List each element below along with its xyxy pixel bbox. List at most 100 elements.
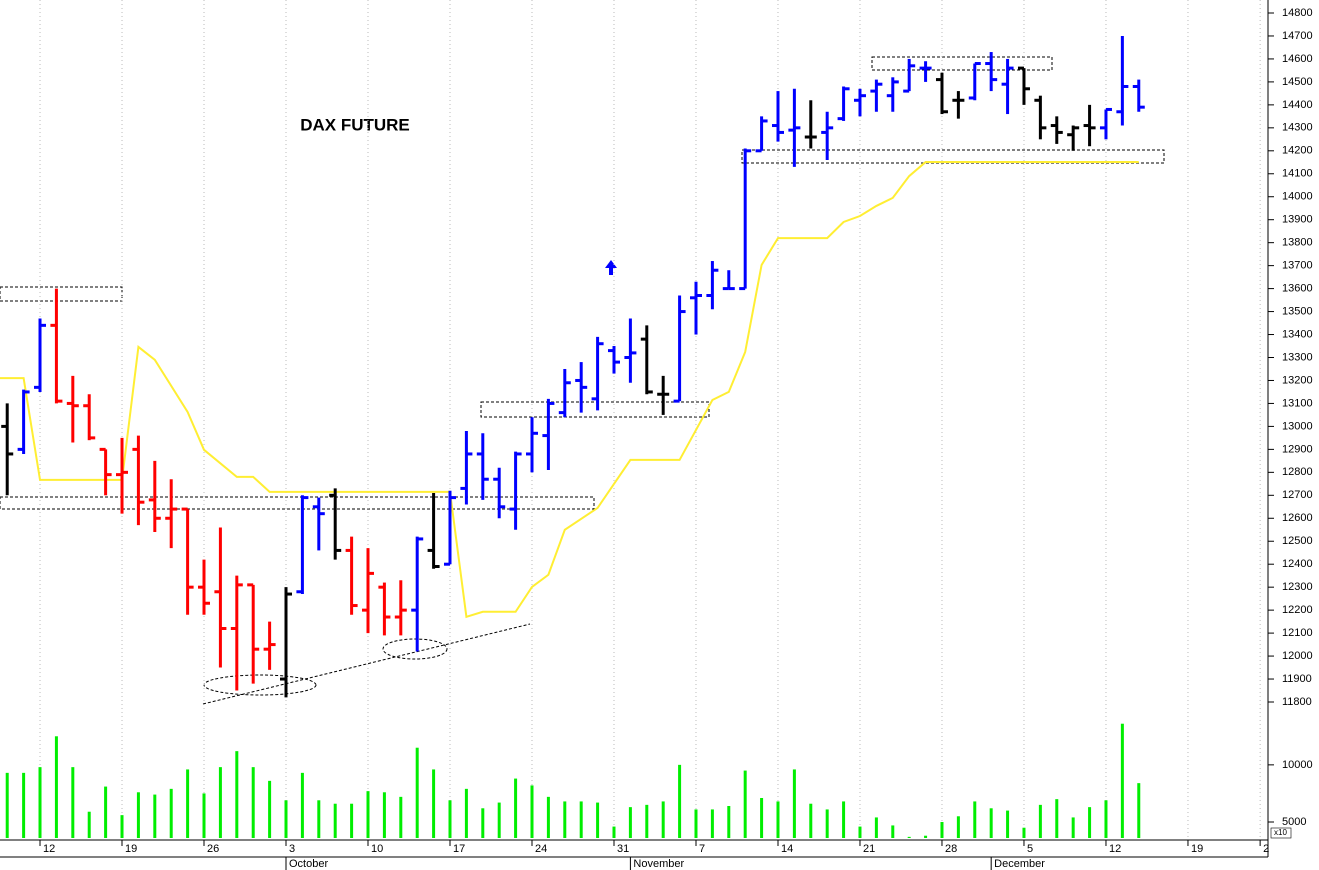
y-tick-label: 14500 [1282, 76, 1313, 88]
volume-bar [661, 801, 665, 838]
y-tick-label: 12400 [1282, 558, 1313, 570]
volume-bar [202, 793, 206, 838]
y-tick-label: 12200 [1282, 604, 1313, 616]
volume-bar [300, 772, 304, 838]
volume-bar [1120, 723, 1124, 838]
volume-bar [5, 772, 9, 838]
volume-bar [924, 835, 928, 838]
trend-line [202, 623, 531, 705]
support-zone [480, 401, 710, 418]
volume-bar [628, 807, 632, 838]
volume-bar [1038, 804, 1042, 838]
volume-bar [694, 809, 698, 838]
volume-bar [956, 816, 960, 838]
support-zone [741, 149, 1165, 164]
month-label: December [994, 858, 1045, 870]
volume-bar [563, 801, 567, 838]
volume-bar [284, 800, 288, 838]
support-zone [0, 496, 595, 510]
volume-bar [22, 772, 26, 838]
volume-bar [399, 796, 403, 838]
volume-bar [727, 806, 731, 838]
signal-arrow [605, 260, 617, 275]
x-tick-label: 28 [945, 843, 957, 855]
volume-bar [1055, 799, 1059, 838]
y-tick-label: 11800 [1282, 696, 1312, 708]
low-marker [382, 638, 448, 660]
volume-bar [678, 764, 682, 838]
x-tick-label: 2 [1263, 843, 1269, 855]
y-tick-label: 13400 [1282, 328, 1313, 340]
y-tick-label: 13200 [1282, 374, 1313, 386]
annotations [0, 56, 1165, 705]
month-label: November [633, 858, 684, 870]
volume-bar [186, 769, 190, 838]
volume-bar [1137, 783, 1141, 838]
volume-bar [546, 796, 550, 838]
volume-bar [858, 826, 862, 838]
y-tick-label: 12800 [1282, 466, 1313, 478]
volume-bar [366, 791, 370, 838]
volume-bar [1104, 800, 1108, 838]
volume-tick-label: 5000 [1282, 816, 1306, 828]
y-tick-label: 12500 [1282, 535, 1313, 547]
y-tick-label: 13700 [1282, 260, 1313, 272]
x-tick-label: 3 [289, 843, 295, 855]
low-marker [203, 674, 317, 696]
volume-bar [743, 770, 747, 838]
volume-bar [579, 801, 583, 838]
y-tick-label: 12900 [1282, 443, 1313, 455]
y-tick-label: 11900 [1282, 673, 1312, 685]
y-tick-label: 14200 [1282, 145, 1313, 157]
volume-bar [38, 767, 42, 838]
volume-bar [612, 826, 616, 838]
y-tick-label: 14700 [1282, 30, 1313, 42]
y-tick-label: 13900 [1282, 214, 1313, 226]
volume-bar [1071, 817, 1075, 838]
volume-bar [268, 780, 272, 838]
x-tick-label: 17 [453, 843, 465, 855]
volume-bar [497, 802, 501, 838]
volume-bar [54, 736, 58, 838]
volume-bar [251, 767, 255, 838]
y-tick-label: 14800 [1282, 7, 1313, 19]
y-tick-label: 14000 [1282, 191, 1313, 203]
volume-bar [481, 808, 485, 838]
volume-bar [333, 803, 337, 838]
y-tick-label: 12600 [1282, 512, 1313, 524]
x-tick-label: 21 [863, 843, 875, 855]
x-tick-label: 14 [781, 843, 793, 855]
chart-title: DAX FUTURE [300, 115, 410, 134]
volume-bar [71, 767, 75, 838]
volume-bar [382, 792, 386, 838]
x-tick-label: 26 [207, 843, 219, 855]
y-tick-label: 13800 [1282, 237, 1313, 249]
volume-bar [989, 808, 993, 838]
volume-bar [907, 836, 911, 838]
x-tick-label: 10 [371, 843, 383, 855]
volume-bar [1006, 810, 1010, 838]
resistance-zone [0, 286, 123, 302]
volume-bar [218, 767, 222, 838]
volume-bar [415, 747, 419, 838]
x-tick-label: 19 [125, 843, 137, 855]
volume-bar [317, 800, 321, 838]
volume-bar [120, 815, 124, 838]
volume-bar [760, 798, 764, 838]
volume-bar [350, 803, 354, 838]
volume-bar [940, 822, 944, 838]
x-tick-label: 5 [1027, 843, 1033, 855]
x-tick-label: 19 [1191, 843, 1203, 855]
volume-bar [776, 801, 780, 838]
x-tick-label: 7 [699, 843, 705, 855]
x-tick-label: 12 [1109, 843, 1121, 855]
volume-bar [514, 778, 518, 838]
volume-bar [645, 804, 649, 838]
y-tick-label: 13000 [1282, 420, 1313, 432]
y-tick-label: 13300 [1282, 351, 1313, 363]
stop-line [0, 161, 1139, 619]
volume-bar [710, 809, 714, 838]
volume-bar [842, 801, 846, 838]
x-tick-label: 24 [535, 843, 547, 855]
